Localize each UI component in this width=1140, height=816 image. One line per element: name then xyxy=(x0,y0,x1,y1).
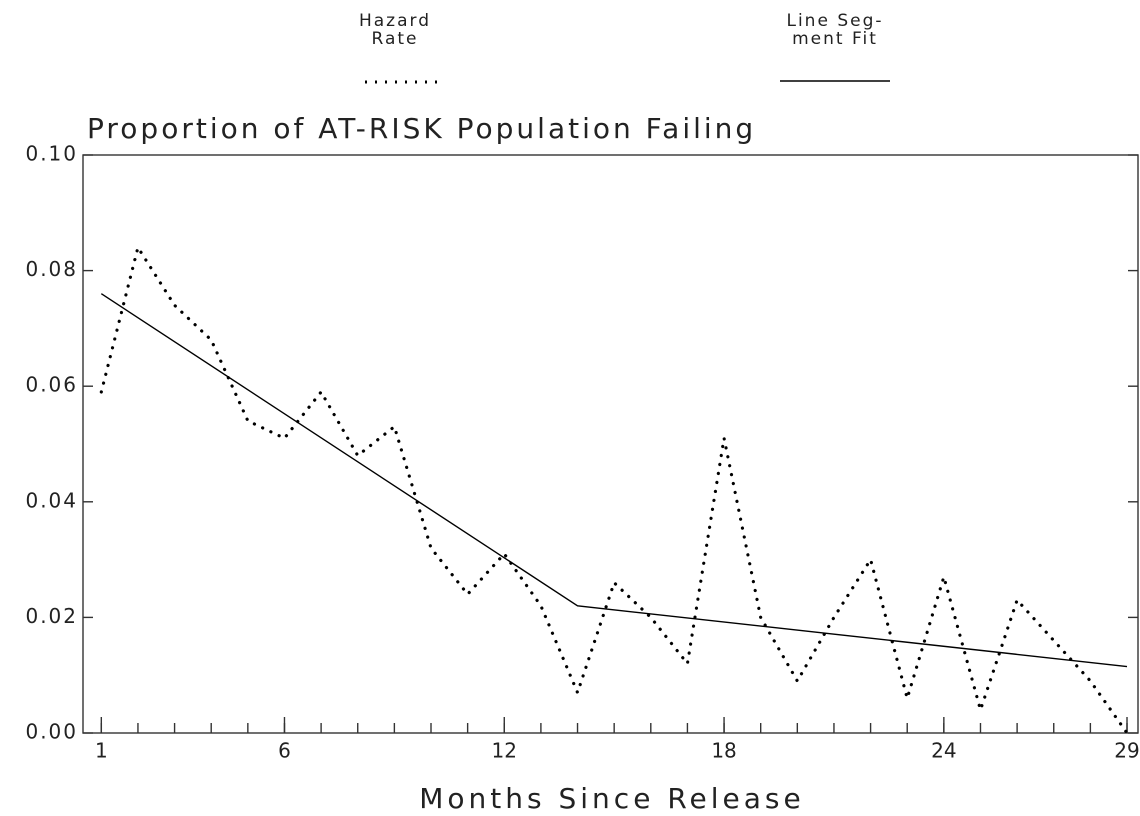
x-tick-label: 6 xyxy=(278,739,291,763)
x-tick-label: 24 xyxy=(931,739,956,763)
plot-frame xyxy=(82,154,1139,734)
x-tick-label: 29 xyxy=(1114,739,1139,763)
y-tick-label: 0.00 xyxy=(25,720,78,744)
legend-label: Hazard Rate xyxy=(358,11,432,49)
y-tick-label: 0.06 xyxy=(25,373,78,397)
y-tick-label: 0.02 xyxy=(25,604,78,628)
y-tick-label: 0.10 xyxy=(25,142,78,166)
x-tick-label: 18 xyxy=(711,739,736,763)
x-tick-label: 1 xyxy=(95,739,108,763)
chart-title: Proportion of AT-RISK Population Failing xyxy=(87,112,756,145)
series-line xyxy=(100,293,1128,668)
y-tick-label: 0.08 xyxy=(25,257,78,281)
series-line xyxy=(99,243,1129,735)
y-tick-label: 0.04 xyxy=(25,488,78,512)
x-axis-label: Months Since Release xyxy=(419,782,804,815)
x-tick-label: 12 xyxy=(492,739,517,763)
legend-label: Line Seg- ment Fit xyxy=(786,11,884,49)
